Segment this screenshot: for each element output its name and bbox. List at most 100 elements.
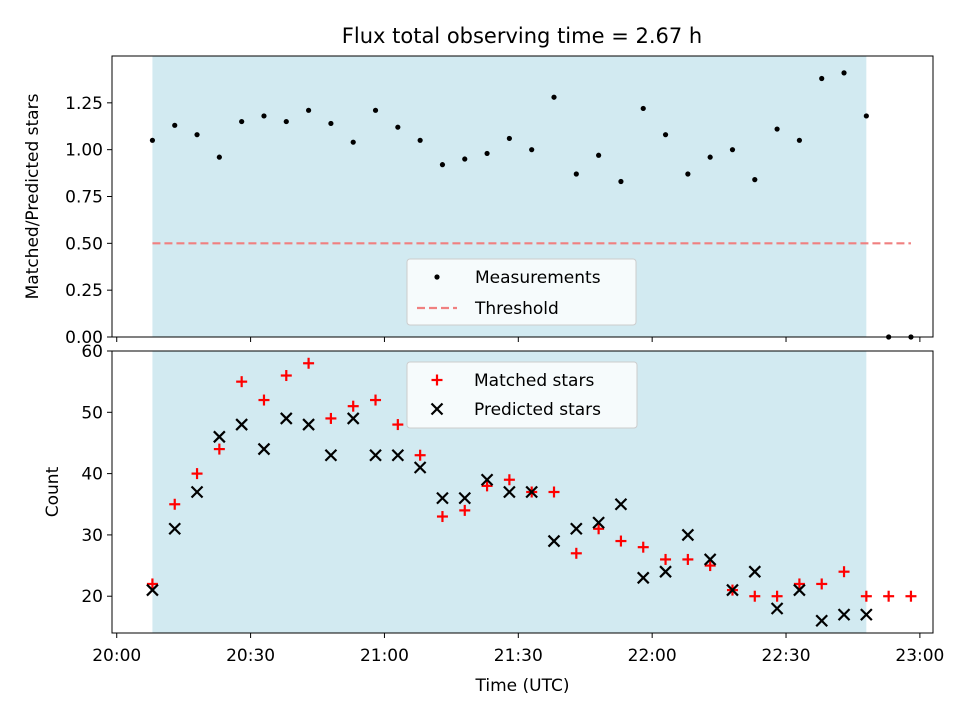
predicted-point	[346, 412, 360, 425]
matched-point	[860, 590, 872, 602]
ratio-y-axis-label: Matched/Predicted stars	[23, 93, 43, 299]
x-tick-label: 22:30	[762, 646, 811, 666]
count-y-tick-label: 40	[81, 465, 103, 485]
measurement-point	[328, 120, 334, 127]
measurement-point	[149, 137, 156, 143]
measurement-point	[439, 162, 446, 168]
predicted-point	[503, 485, 516, 499]
matched-point	[771, 590, 783, 602]
count-y-tick-label: 30	[81, 526, 103, 546]
matched-point	[169, 498, 181, 510]
x-tick-label: 21:30	[494, 646, 543, 666]
measurement-point	[819, 75, 825, 82]
measurement-point	[640, 105, 646, 112]
matched-point	[593, 523, 605, 535]
measurement-point	[573, 171, 579, 177]
measurement-point	[618, 178, 624, 185]
predicted-point	[748, 565, 762, 578]
chart-title: Flux total observing time = 2.67 h	[342, 24, 702, 48]
predicted-point	[636, 571, 650, 585]
legend-x-glyph	[430, 402, 444, 416]
ratio-legend: Measurements Threshold	[406, 258, 637, 326]
count-legend-box	[406, 361, 638, 429]
measurement-point	[484, 150, 490, 157]
measurement-point	[172, 122, 178, 128]
matched-point	[838, 566, 850, 578]
predicted-point	[614, 497, 628, 511]
matched-point	[503, 474, 515, 486]
measurement-point	[283, 118, 289, 125]
matched-point	[213, 443, 225, 455]
x-tick-label: 21:00	[360, 646, 409, 666]
ratio-axes-frame	[111, 55, 934, 338]
measurement-point	[774, 126, 780, 132]
matched-point	[481, 480, 493, 492]
x-tick-label: 23:00	[895, 646, 944, 666]
predicted-point	[302, 418, 315, 431]
legend-matched-marker	[431, 374, 443, 386]
measurement-point	[194, 132, 200, 138]
matched-point	[548, 486, 560, 498]
predicted-point	[525, 485, 538, 499]
predicted-point	[703, 553, 717, 566]
predicted-point	[168, 522, 182, 536]
predicted-point	[770, 602, 784, 615]
matched-point	[793, 578, 805, 590]
predicted-point	[146, 583, 159, 597]
predicted-point	[815, 614, 828, 628]
ratio-y-tick-label: 0.75	[65, 188, 103, 208]
ratio-legend-box	[406, 258, 637, 326]
count-panel: 20 30 40 50 60 20:00 20:30 21:00 21:30 22:00 22:3…	[43, 342, 944, 696]
measurement-point	[551, 94, 557, 100]
matched-point	[682, 553, 694, 565]
measurement-point	[685, 171, 691, 177]
predicted-point	[458, 491, 472, 505]
matched-point	[615, 535, 627, 547]
predicted-point	[837, 608, 851, 621]
measurement-point	[707, 154, 713, 160]
x-tick-label: 22:00	[628, 646, 677, 666]
measurement-point	[417, 137, 423, 143]
measurement-point	[350, 139, 356, 145]
x-tick-label: 20:30	[226, 646, 275, 666]
measurement-point	[462, 156, 468, 162]
predicted-point	[793, 583, 806, 597]
count-legend: Matched stars Predicted stars	[406, 361, 638, 429]
ratio-y-tick-label: 1.25	[65, 94, 103, 114]
matched-point	[459, 504, 471, 516]
legend-measurements-label: Measurements	[475, 268, 601, 288]
measurement-point	[239, 118, 245, 125]
ratio-panel: 0.00 0.25 0.50 0.75 1.00 1.25 Matched/Predict…	[23, 55, 934, 348]
predicted-point	[547, 534, 561, 548]
measurement-point	[662, 132, 669, 138]
matched-point	[146, 578, 158, 590]
measurement-point	[752, 177, 758, 183]
measurement-point	[372, 107, 379, 113]
measurement-point	[841, 70, 847, 76]
ratio-y-tick-label: 0.00	[65, 328, 103, 348]
measurement-point	[796, 137, 803, 143]
matched-point	[325, 412, 337, 424]
matched-point	[637, 541, 649, 553]
measurement-point	[729, 147, 736, 153]
x-tick-label: 20:00	[92, 646, 141, 666]
matched-point	[905, 590, 917, 602]
predicted-point	[190, 485, 204, 499]
predicted-point	[213, 430, 226, 444]
matched-point	[347, 400, 359, 412]
matched-point	[570, 547, 582, 559]
matched-point	[370, 394, 382, 406]
ratio-y-tick-label: 0.25	[65, 281, 103, 301]
measurement-point	[395, 124, 401, 130]
matched-point	[749, 590, 761, 602]
measurement-point	[529, 147, 535, 153]
matched-point	[436, 511, 448, 523]
legend-threshold-label: Threshold	[474, 299, 559, 319]
matched-point	[191, 468, 203, 480]
legend-predicted-marker	[430, 402, 444, 416]
predicted-point	[369, 448, 382, 462]
measurement-point	[506, 135, 512, 142]
count-y-tick-label: 60	[81, 342, 103, 362]
ratio-y-tick-label: 1.00	[65, 141, 103, 161]
